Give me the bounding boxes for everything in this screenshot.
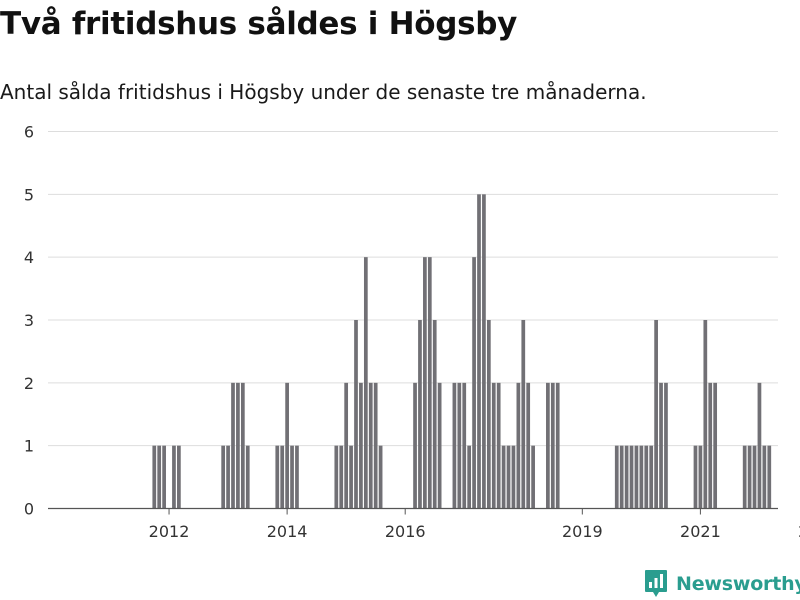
bar <box>649 445 654 509</box>
bar <box>654 320 658 509</box>
bar <box>452 382 457 509</box>
bar <box>619 445 624 509</box>
bar <box>339 445 344 509</box>
bar <box>639 445 644 509</box>
bar <box>427 257 432 509</box>
x-tick-label: 2021 <box>680 522 721 541</box>
bar <box>344 382 349 509</box>
bar <box>482 194 486 509</box>
bar <box>624 445 629 509</box>
x-tick-label: 2012 <box>149 522 190 541</box>
bar <box>521 320 526 509</box>
bar <box>546 382 550 509</box>
x-tick-label: 2019 <box>562 522 603 541</box>
chart-subtitle: Antal sålda fritidshus i Högsby under de… <box>0 80 647 104</box>
bar <box>359 382 363 509</box>
y-tick-label: 1 <box>24 437 34 456</box>
bar <box>354 320 358 509</box>
bar <box>644 445 649 509</box>
bar <box>418 320 422 509</box>
bar <box>664 382 668 509</box>
bar <box>752 445 757 509</box>
bar <box>157 445 162 509</box>
bar <box>511 445 516 509</box>
bar <box>659 382 663 509</box>
bar <box>708 382 713 509</box>
brand-logo[interactable]: Newsworthy <box>644 569 800 599</box>
bar <box>221 445 226 509</box>
bar <box>491 382 496 509</box>
y-tick-label: 3 <box>24 311 34 330</box>
bar <box>290 445 294 509</box>
bar <box>742 445 747 509</box>
bar <box>295 445 299 509</box>
bar <box>531 445 535 509</box>
y-tick-label: 4 <box>24 248 34 267</box>
bar <box>472 257 476 509</box>
bar <box>477 194 481 509</box>
bar <box>231 382 235 509</box>
bar <box>747 445 752 509</box>
bar <box>363 257 368 509</box>
bar <box>506 445 511 509</box>
bar <box>496 382 501 509</box>
bar <box>467 445 472 509</box>
bar <box>280 445 285 509</box>
bar <box>245 445 250 509</box>
bar <box>172 445 176 509</box>
x-tick-label: 2016 <box>385 522 426 541</box>
bar <box>713 382 718 509</box>
bar <box>423 257 427 509</box>
bar <box>555 382 560 509</box>
bar <box>240 382 245 509</box>
bar <box>413 382 417 509</box>
bar <box>516 382 521 509</box>
bar <box>614 445 619 509</box>
bar <box>698 445 703 509</box>
bar <box>486 320 491 509</box>
bar <box>432 320 437 509</box>
bar <box>152 445 157 509</box>
bar <box>550 382 555 509</box>
bar <box>462 382 467 509</box>
bar <box>378 445 383 509</box>
brand-name: Newsworthy <box>676 573 800 595</box>
bar <box>236 382 240 509</box>
bar <box>349 445 353 509</box>
y-tick-label: 6 <box>24 123 34 142</box>
chart-title: Två fritidshus såldes i Högsby <box>0 6 518 42</box>
bar <box>368 382 373 509</box>
bar <box>226 445 230 509</box>
bar <box>275 445 280 509</box>
bar <box>767 445 772 509</box>
bar <box>693 445 698 509</box>
bar <box>285 382 289 509</box>
bar <box>437 382 442 509</box>
bar <box>373 382 378 509</box>
y-tick-label: 5 <box>24 185 34 204</box>
x-tick-label: 2014 <box>267 522 308 541</box>
bar <box>634 445 639 509</box>
x-tick-label: 2023 <box>798 522 800 541</box>
bar <box>501 445 506 509</box>
bar <box>703 320 708 509</box>
y-tick-label: 0 <box>24 500 34 519</box>
bar <box>177 445 181 509</box>
bar <box>162 445 166 509</box>
bar <box>762 445 767 509</box>
bar <box>457 382 462 509</box>
bar <box>757 382 762 509</box>
y-tick-label: 2 <box>24 374 34 393</box>
bar <box>334 445 339 509</box>
bar <box>526 382 531 509</box>
newsworthy-logo-icon <box>645 570 667 597</box>
bar <box>629 445 634 509</box>
